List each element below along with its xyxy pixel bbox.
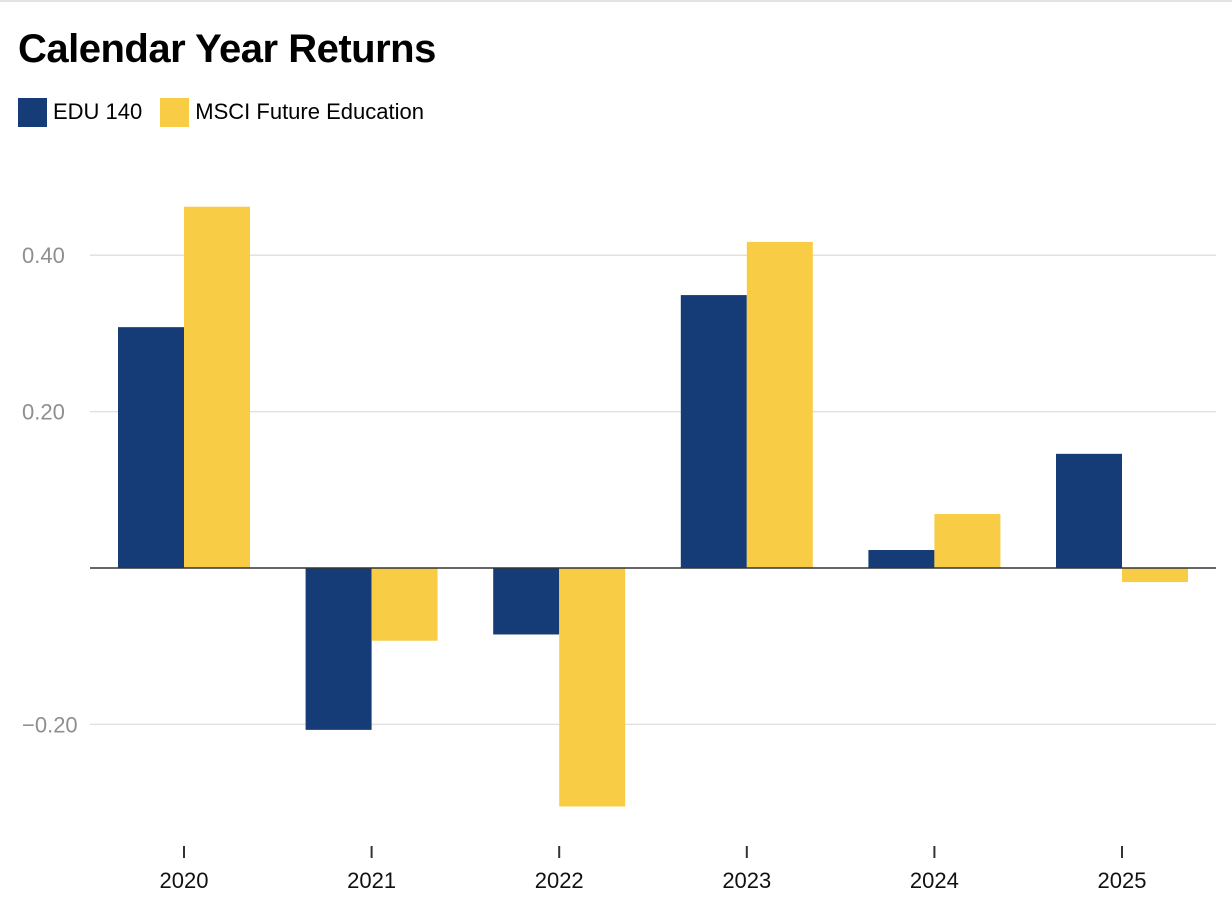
x-tick-label: 2022 bbox=[535, 868, 584, 893]
legend-label-msci-future-education: MSCI Future Education bbox=[195, 99, 424, 124]
bar bbox=[1122, 568, 1188, 583]
y-tick-label: 0.40 bbox=[22, 243, 65, 268]
bar bbox=[118, 327, 184, 568]
legend-label-edu-140: EDU 140 bbox=[53, 99, 143, 124]
bar bbox=[305, 568, 372, 730]
chart-title: Calendar Year Returns bbox=[18, 27, 436, 71]
bar bbox=[934, 514, 1001, 568]
bar bbox=[680, 295, 747, 568]
x-tick-label: 2020 bbox=[160, 868, 209, 893]
bar bbox=[746, 241, 813, 568]
bar bbox=[1056, 453, 1122, 568]
top-rule bbox=[0, 0, 1232, 2]
legend-item-edu-140[interactable]: EDU 140 bbox=[18, 97, 142, 127]
x-tick-label: 2021 bbox=[347, 868, 396, 893]
bar bbox=[559, 568, 626, 807]
legend-swatch-msci-future-education bbox=[160, 97, 190, 127]
y-tick-label: 0.20 bbox=[22, 400, 65, 425]
y-tick-label: −0.20 bbox=[22, 712, 78, 737]
bar bbox=[184, 206, 250, 568]
legend-item-msci-future-education[interactable]: MSCI Future Education bbox=[160, 97, 424, 127]
x-tick-label: 2025 bbox=[1098, 868, 1147, 893]
bar bbox=[371, 568, 438, 641]
bar bbox=[493, 568, 560, 635]
x-tick-label: 2024 bbox=[910, 868, 959, 893]
legend: EDU 140 MSCI Future Education bbox=[18, 96, 442, 128]
bar bbox=[868, 550, 935, 568]
legend-swatch-edu-140 bbox=[18, 97, 47, 127]
x-tick-label: 2023 bbox=[722, 868, 771, 893]
